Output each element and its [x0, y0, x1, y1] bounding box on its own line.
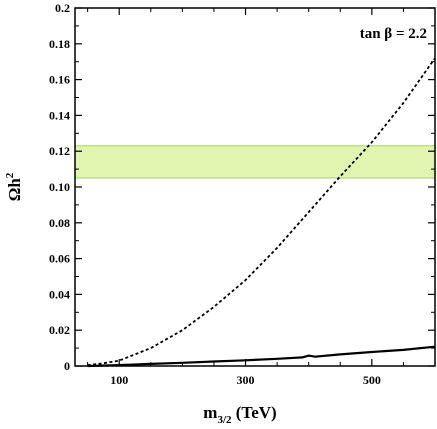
y-tick-label: 0 — [64, 359, 70, 373]
y-tick-label: 0.08 — [49, 216, 70, 230]
x-axis-title: m3/2 (TeV) — [203, 403, 276, 426]
label-layer: 0 0.02 0.04 0.06 0.08 0.10 0.12 0.14 0.16 0.18 0.2… — [49, 1, 381, 387]
x-tick-label: 100 — [110, 373, 128, 387]
x-axis-title-main: m — [203, 403, 217, 422]
y-axis-title: Ωh2 — [4, 172, 24, 201]
y-tick-label: 0.06 — [49, 252, 70, 266]
y-axis-title-sup: 2 — [4, 172, 16, 178]
y-tick-label: 0.18 — [49, 37, 70, 51]
x-axis-title-unit: (TeV) — [232, 403, 277, 422]
solid-series-line — [87, 345, 436, 368]
tick-layer — [75, 7, 436, 367]
tan-beta-annotation: tan β = 2.2 — [360, 26, 427, 42]
x-axis-title-sub: 3/2 — [217, 414, 232, 426]
y-tick-label: 0.12 — [49, 144, 70, 158]
y-tick-label: 0.16 — [49, 73, 70, 87]
dashed-series-line — [87, 57, 436, 366]
series-layer — [87, 57, 436, 368]
y-tick-label: 0.10 — [49, 180, 70, 194]
x-tick-label: 500 — [363, 373, 381, 387]
y-tick-label: 0.04 — [49, 287, 70, 301]
y-tick-label: 0.2 — [55, 1, 70, 15]
observed-band-layer — [74, 145, 436, 179]
y-axis-title-main: Ωh — [5, 178, 24, 202]
plot-frame — [74, 7, 436, 367]
y-tick-label: 0.02 — [49, 323, 70, 337]
y-tick-label: 0.14 — [49, 108, 70, 122]
observed-relic-band — [74, 145, 436, 179]
x-tick-label: 300 — [237, 373, 255, 387]
